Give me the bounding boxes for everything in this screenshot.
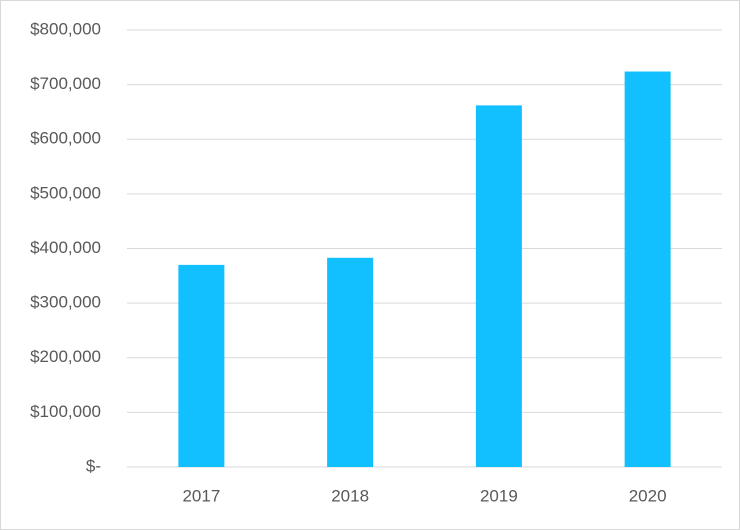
y-tick-label: $200,000 — [30, 347, 101, 366]
x-tick-label: 2018 — [331, 486, 369, 505]
bar — [475, 105, 522, 467]
bar — [327, 257, 374, 467]
y-tick-label: $800,000 — [30, 19, 101, 38]
x-tick-label: 2020 — [629, 486, 667, 505]
y-tick-label: $400,000 — [30, 238, 101, 257]
y-tick-label: $- — [86, 456, 101, 475]
bar — [178, 264, 225, 467]
bar — [624, 71, 671, 467]
x-tick-label: 2019 — [480, 486, 518, 505]
y-tick-label: $700,000 — [30, 74, 101, 93]
x-tick-label: 2017 — [182, 486, 220, 505]
y-tick-label: $100,000 — [30, 402, 101, 421]
y-tick-label: $500,000 — [30, 183, 101, 202]
y-tick-label: $600,000 — [30, 129, 101, 148]
y-tick-label: $300,000 — [30, 293, 101, 312]
